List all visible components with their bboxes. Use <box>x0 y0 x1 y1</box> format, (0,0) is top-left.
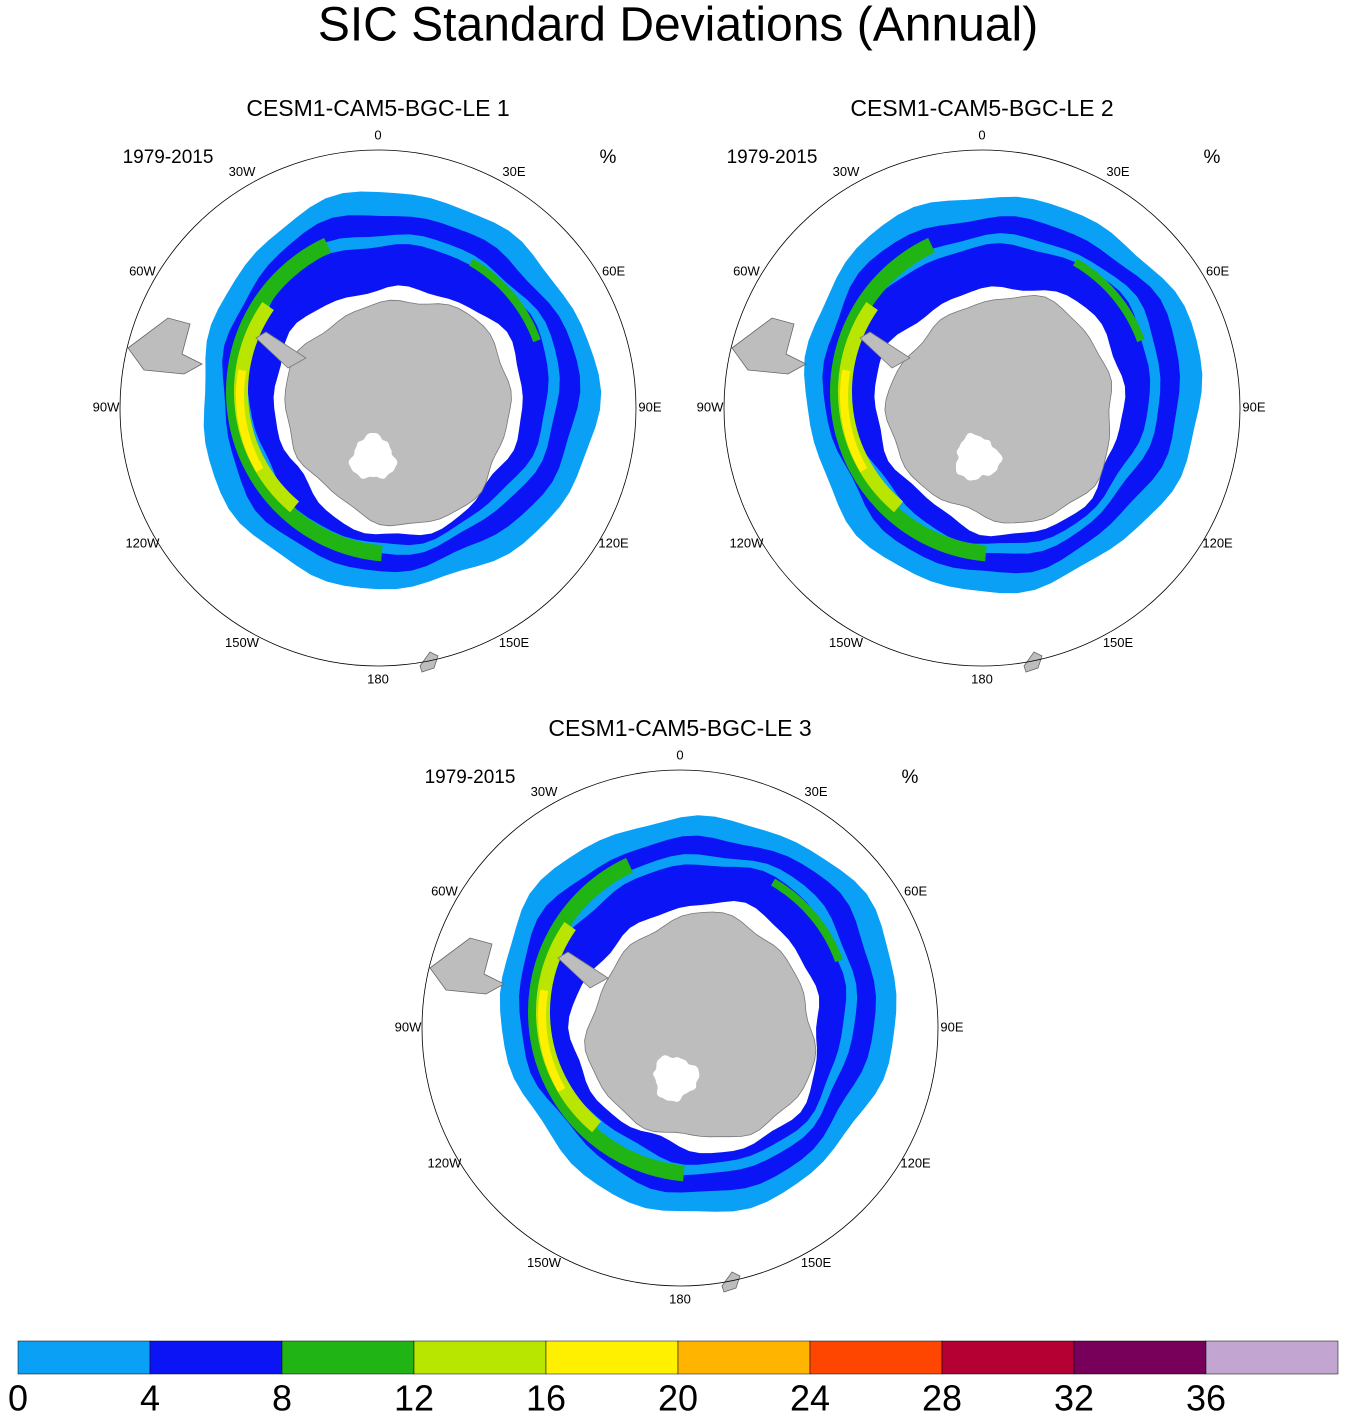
colorbar-box <box>413 1340 547 1375</box>
longitude-label: 0 <box>978 127 985 142</box>
longitude-label: 120W <box>125 535 160 550</box>
longitude-label: 60E <box>904 883 927 898</box>
longitude-label: 150E <box>801 1255 832 1270</box>
longitude-label: 150W <box>829 635 864 650</box>
colorbar-box <box>1205 1340 1339 1375</box>
ice-band-arc <box>468 258 541 343</box>
colorbar-label: 4 <box>140 1378 160 1419</box>
longitude-label: 90E <box>1242 399 1265 414</box>
peninsula <box>255 331 307 369</box>
ice-band-arc <box>236 369 264 472</box>
longitude-label: 150W <box>225 635 260 650</box>
ice-band-arc <box>840 369 868 472</box>
panel-period: 1979-2015 <box>425 767 516 788</box>
longitude-label: 120W <box>729 535 764 550</box>
panel-period: 1979-2015 <box>123 147 214 168</box>
longitude-label: 30W <box>833 164 860 179</box>
longitude-label: 60E <box>602 263 625 278</box>
colorbar-label: 20 <box>658 1378 698 1419</box>
antarctica <box>584 911 817 1138</box>
colorbar-label: 28 <box>922 1378 962 1419</box>
longitude-label: 150E <box>1103 635 1134 650</box>
longitude-label: 90E <box>940 1019 963 1034</box>
panel-title: CESM1-CAM5-BGC-LE 1 <box>246 95 509 121</box>
longitude-label: 60W <box>129 263 156 278</box>
longitude-label: 120E <box>598 535 629 550</box>
colorbar-label: 16 <box>526 1378 566 1419</box>
longitude-label: 90E <box>638 399 661 414</box>
longitude-label: 90W <box>395 1019 422 1034</box>
longitude-label: 180 <box>367 671 389 686</box>
new-zealand <box>1023 651 1043 673</box>
longitude-label: 0 <box>374 127 381 142</box>
peninsula <box>557 951 609 989</box>
colorbar-label: 36 <box>1186 1378 1226 1419</box>
colorbar-box <box>941 1340 1075 1375</box>
map-boundary <box>723 149 1241 667</box>
ice-shelf <box>653 1055 700 1102</box>
panel-period: 1979-2015 <box>727 147 818 168</box>
map-boundary <box>119 149 637 667</box>
longitude-label: 120W <box>427 1155 462 1170</box>
ice-shelf <box>348 433 398 479</box>
map-boundary <box>421 769 939 1287</box>
longitude-label: 30E <box>502 164 525 179</box>
panel-title: CESM1-CAM5-BGC-LE 3 <box>548 715 811 741</box>
panel-unit: % <box>1204 147 1221 168</box>
colorbar-label: 24 <box>790 1378 830 1419</box>
panel-unit: % <box>902 767 919 788</box>
colorbar-box <box>1073 1340 1207 1375</box>
south-america <box>429 937 505 995</box>
colorbar-label: 32 <box>1054 1378 1094 1419</box>
longitude-label: 150E <box>499 635 530 650</box>
map-panel: CESM1-CAM5-BGC-LE 2 1979-2015 % 0 30E 60E 90E 1… <box>697 95 1266 686</box>
colorbar-label: 0 <box>8 1378 28 1419</box>
ice-band-arc <box>538 989 566 1092</box>
colorbar-box <box>17 1340 151 1375</box>
colorbar-label: 8 <box>272 1378 292 1419</box>
longitude-label: 30E <box>1106 164 1129 179</box>
antarctica <box>284 299 512 527</box>
longitude-label: 30W <box>531 784 558 799</box>
ice-band-arc <box>226 237 383 562</box>
new-zealand <box>419 651 439 673</box>
ice-band-arc <box>770 878 843 963</box>
colorbar-box <box>545 1340 679 1375</box>
panel-unit: % <box>600 147 617 168</box>
longitude-label: 90W <box>697 399 724 414</box>
longitude-label: 60E <box>1206 263 1229 278</box>
colorbar-label: 12 <box>394 1378 434 1419</box>
colorbar-box <box>809 1340 943 1375</box>
figure-title: SIC Standard Deviations (Annual) <box>318 0 1038 52</box>
longitude-label: 90W <box>93 399 120 414</box>
antarctica <box>884 294 1113 524</box>
ice-shelf <box>956 432 1003 481</box>
ice-band-arc <box>1072 258 1145 343</box>
colorbar-box <box>677 1340 811 1375</box>
peninsula <box>859 331 911 369</box>
longitude-label: 60W <box>733 263 760 278</box>
ice-band-arc <box>830 237 987 562</box>
colorbar-box <box>281 1340 415 1375</box>
longitude-label: 180 <box>669 1291 691 1306</box>
ice-band-arc <box>528 857 685 1182</box>
south-america <box>731 317 807 375</box>
new-zealand <box>721 1271 741 1293</box>
longitude-label: 150W <box>527 1255 562 1270</box>
longitude-label: 0 <box>676 747 683 762</box>
south-america <box>127 317 203 375</box>
colorbar-box <box>149 1340 283 1375</box>
longitude-label: 120E <box>900 1155 931 1170</box>
map-panel: CESM1-CAM5-BGC-LE 3 1979-2015 % 0 30E 60E 90E 1… <box>395 715 964 1306</box>
longitude-label: 180 <box>971 671 993 686</box>
longitude-label: 60W <box>431 883 458 898</box>
longitude-label: 120E <box>1202 535 1233 550</box>
map-panel: CESM1-CAM5-BGC-LE 1 1979-2015 % 0 30E 60E 90E 1… <box>93 95 662 686</box>
longitude-label: 30W <box>229 164 256 179</box>
longitude-label: 30E <box>804 784 827 799</box>
panel-title: CESM1-CAM5-BGC-LE 2 <box>850 95 1113 121</box>
